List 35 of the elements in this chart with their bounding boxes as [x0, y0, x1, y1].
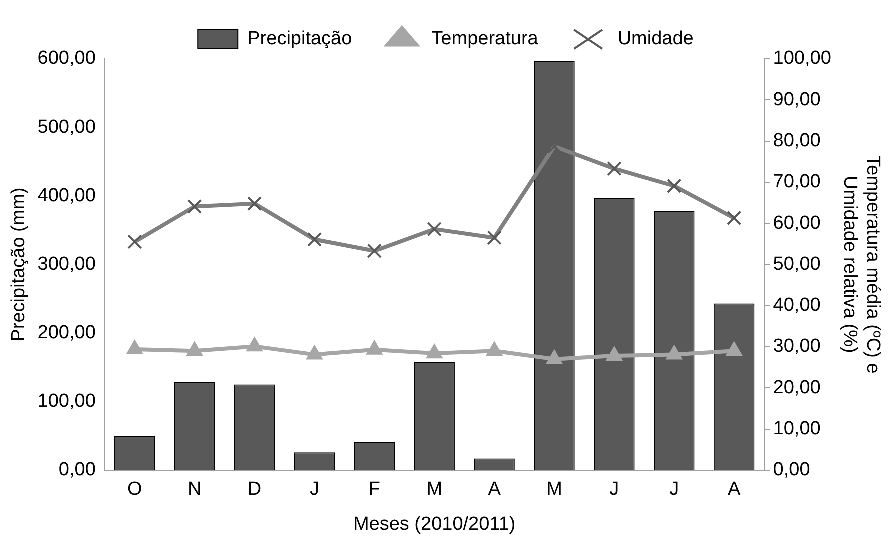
y-tick-label: 600,00 — [38, 48, 96, 70]
y2-axis-title: Temperatura média (ºC) e Umidade relativa (%) — [840, 156, 884, 374]
y-tick-label: 0,00 — [58, 460, 96, 481]
legend-label: Precipitação — [248, 28, 352, 50]
x-tick-label: M — [546, 479, 562, 500]
x-tick-label: F — [368, 479, 380, 500]
y2-tick-label: 30,00 — [773, 336, 821, 358]
y2-tick-label: 60,00 — [773, 212, 821, 234]
y-tick-label: 200,00 — [38, 322, 96, 344]
y-axis-title: Precipitação (mm) — [8, 188, 30, 342]
x-tick-label: M — [426, 479, 443, 500]
y2-tick-label: 40,00 — [773, 295, 821, 316]
y-tick-label: 100,00 — [38, 391, 96, 412]
legend-label: Temperatura — [432, 28, 539, 50]
x-axis-title: Meses (2010/2011) — [353, 514, 516, 535]
x-tick-label: J — [670, 479, 680, 500]
x-tick-label: N — [188, 479, 202, 500]
x-tick-label: J — [610, 479, 620, 500]
y-tick-label: 400,00 — [38, 185, 96, 206]
y2-tick-label: 90,00 — [773, 89, 821, 110]
x-tick-label: A — [728, 479, 741, 500]
y2-tick-label: 0,00 — [773, 460, 810, 481]
y-tick-label: 500,00 — [38, 116, 96, 138]
y-tick-label: 300,00 — [38, 254, 96, 275]
x-tick-label: A — [488, 479, 502, 500]
x-tick-label: O — [127, 479, 142, 500]
y2-tick-label: 10,00 — [773, 418, 821, 440]
x-tick-label: J — [310, 479, 320, 500]
x-tick-label: D — [248, 479, 262, 500]
y2-tick-label: 20,00 — [773, 377, 821, 398]
y2-tick-label: 70,00 — [773, 172, 821, 193]
y2-tick-label: 100,00 — [773, 48, 832, 70]
y2-tick-label: 80,00 — [773, 130, 821, 152]
y2-tick-label: 50,00 — [773, 254, 821, 275]
legend-label: Umidade — [618, 28, 694, 50]
